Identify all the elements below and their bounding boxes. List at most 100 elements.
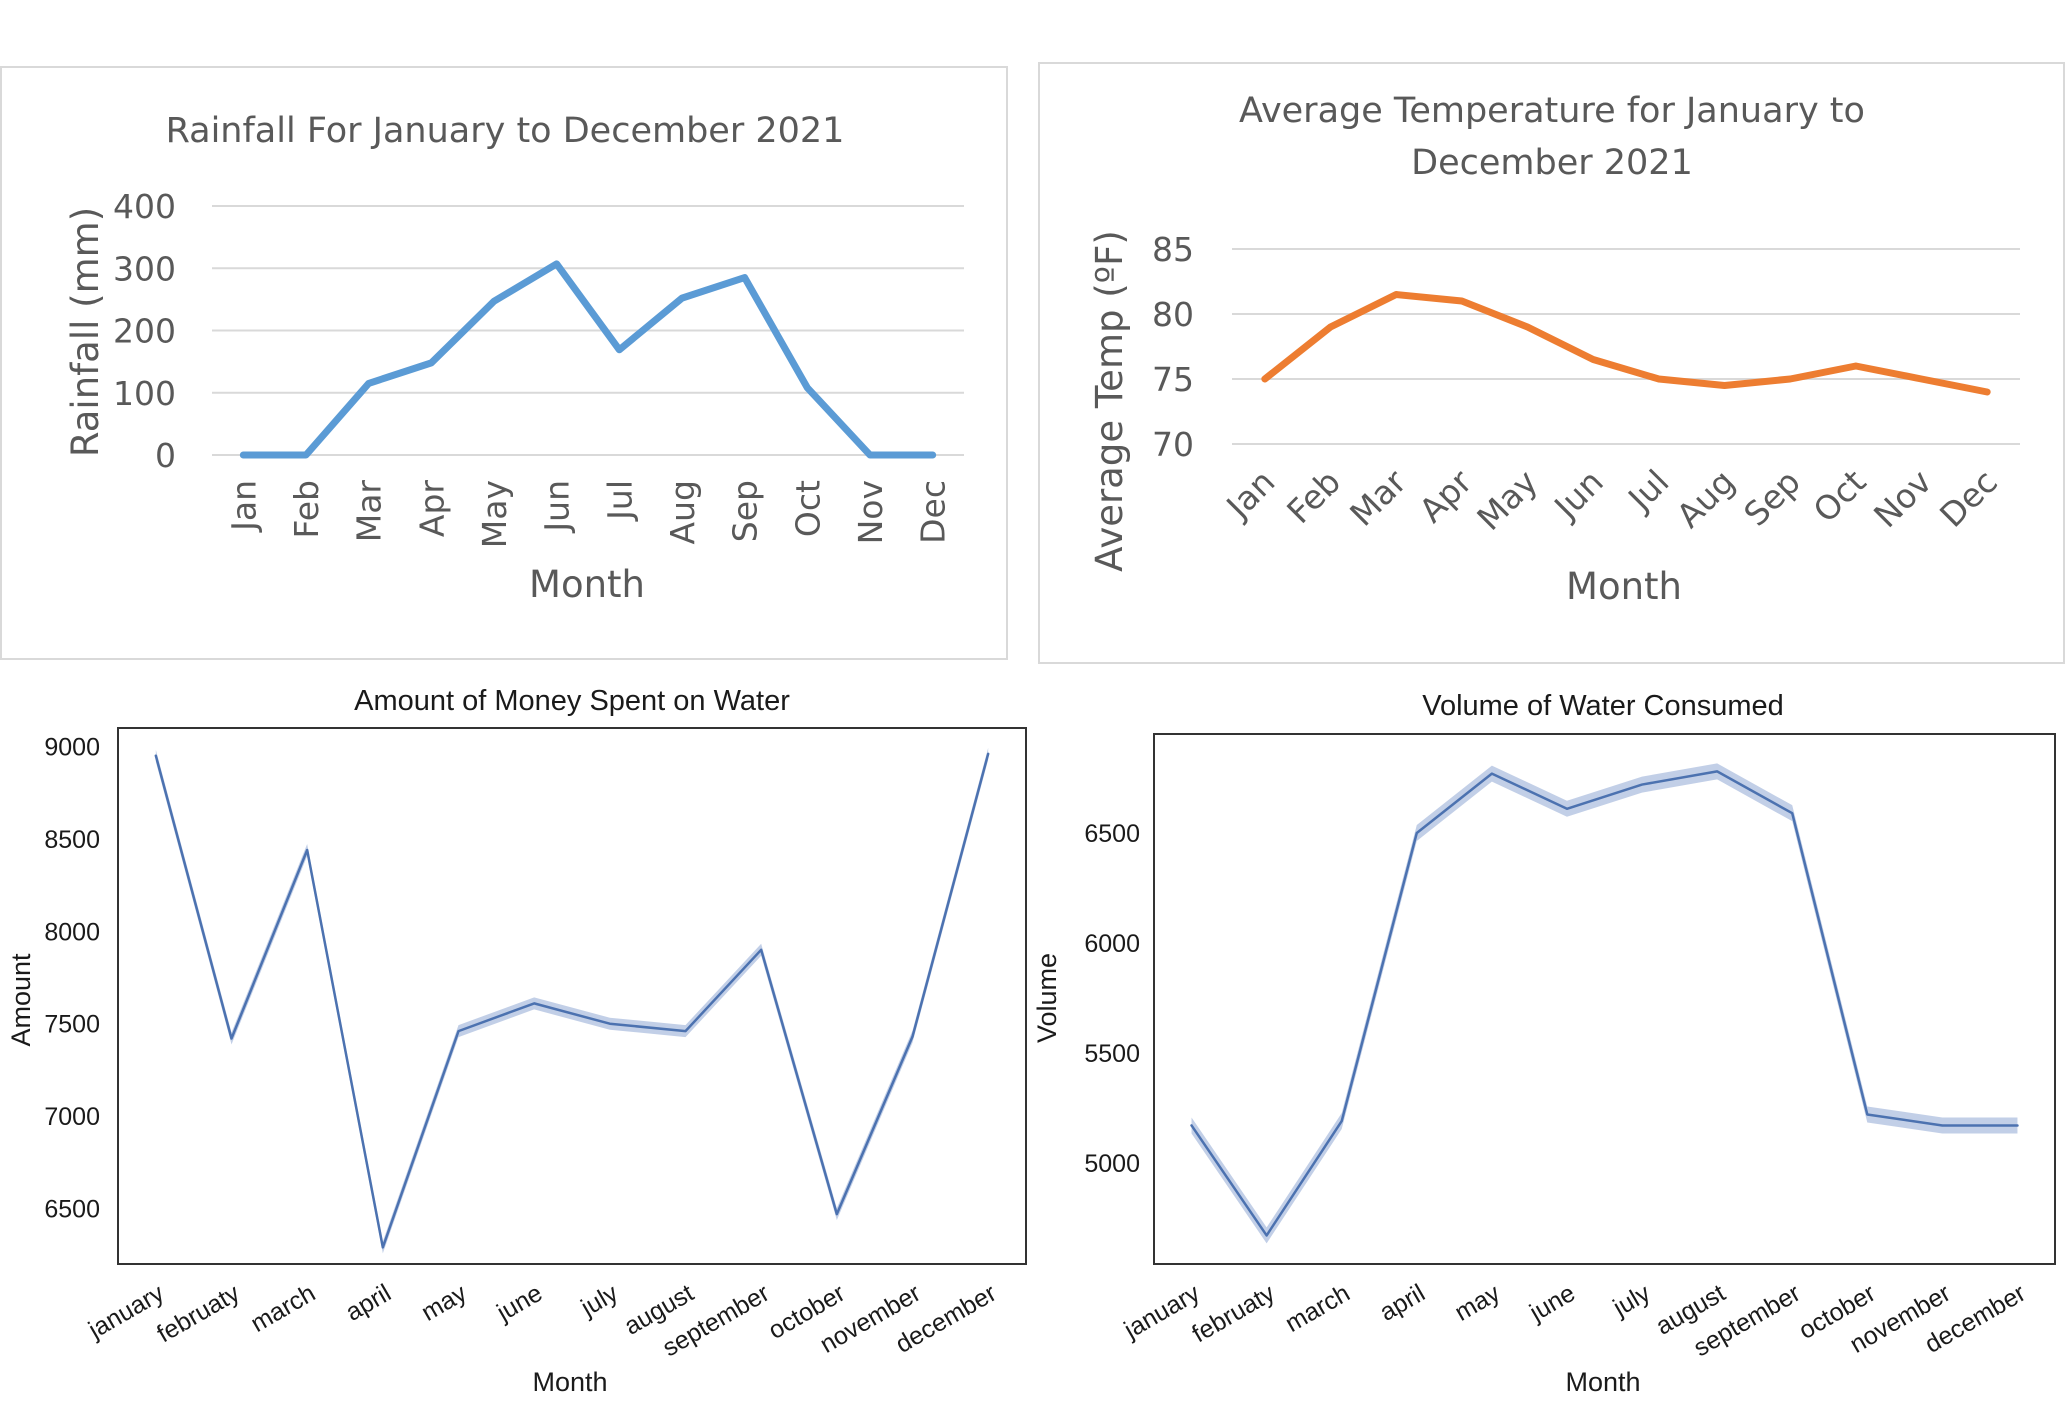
- temperature-chart: Average Temperature for January to Decemb…: [1088, 91, 2020, 608]
- data-point: [367, 381, 371, 385]
- y-tick-label: 6500: [44, 1196, 100, 1224]
- data-point: [805, 386, 809, 390]
- x-tick-label: january: [83, 1279, 169, 1345]
- data-point: [931, 453, 935, 457]
- y-tick-label: 80: [1152, 295, 1194, 334]
- series-line: [1261, 291, 1991, 396]
- data-point: [1920, 377, 1924, 381]
- y-tick-label: 6000: [1084, 930, 1140, 958]
- x-tick-label: Aug: [663, 480, 702, 544]
- x-axis-label: Month: [1566, 565, 1682, 608]
- x-tick-label: may: [417, 1279, 472, 1327]
- y-tick-label: 200: [113, 312, 176, 351]
- data-point: [1263, 377, 1267, 381]
- data-point: [1788, 377, 1792, 381]
- y-axis-label: Rainfall (mm): [64, 207, 107, 457]
- data-point: [1190, 1123, 1194, 1127]
- confidence-band: [1191, 763, 2018, 1244]
- water-volume-chart-panel: Volume of Water Consumed 5000 5500 6000 6500…: [1030, 680, 2065, 1406]
- data-point: [743, 276, 747, 280]
- data-point: [759, 948, 763, 952]
- data-point: [154, 754, 158, 758]
- chart-title: Amount of Money Spent on Water: [354, 685, 790, 717]
- data-point: [1657, 377, 1661, 381]
- data-point: [1415, 831, 1419, 835]
- y-tick-label: 7000: [44, 1103, 100, 1131]
- data-point: [1265, 1233, 1269, 1237]
- y-tick-label: 7500: [44, 1011, 100, 1039]
- y-axis-label: Volume: [1032, 953, 1062, 1043]
- data-point: [835, 1212, 839, 1216]
- data-point: [868, 453, 872, 457]
- y-axis-label: Amount: [6, 953, 36, 1047]
- y-tick-label: 70: [1152, 425, 1194, 464]
- data-point: [532, 1001, 536, 1005]
- rainfall-chart: Rainfall For January to December 2021 0 10…: [64, 111, 964, 606]
- y-tick-label: 400: [113, 187, 176, 226]
- chart-title: Rainfall For January to December 2021: [166, 111, 845, 151]
- x-tick-label: july: [575, 1279, 623, 1323]
- data-point: [457, 1029, 461, 1033]
- x-tick-label: May: [1469, 462, 1545, 538]
- y-tick-label: 300: [113, 249, 176, 288]
- data-point: [1340, 1119, 1344, 1123]
- money-spent-chart-panel: Amount of Money Spent on Water 6500 7000 75…: [0, 680, 1030, 1406]
- x-tick-label: Jan: [224, 480, 263, 533]
- data-point: [1640, 783, 1644, 787]
- data-point: [429, 361, 433, 365]
- data-point: [1985, 390, 1989, 394]
- x-tick-label: Sep: [1736, 462, 1808, 534]
- x-tick-label: Oct: [788, 480, 827, 537]
- data-point: [1460, 299, 1464, 303]
- chart-title: Volume of Water Consumed: [1422, 690, 1784, 722]
- money-spent-chart: Amount of Money Spent on Water 6500 7000 75…: [6, 685, 1027, 1397]
- y-tick-label: 0: [155, 436, 176, 475]
- data-point: [1723, 384, 1727, 388]
- y-tick-label: 100: [113, 374, 176, 413]
- rainfall-chart-panel: Rainfall For January to December 2021 0 10…: [0, 66, 1008, 660]
- data-point: [304, 453, 308, 457]
- x-tick-label: march: [246, 1279, 320, 1338]
- data-point: [1715, 769, 1719, 773]
- plot-frame: [1153, 733, 2056, 1265]
- x-tick-label: Nov: [851, 480, 890, 544]
- data-point: [1394, 293, 1398, 297]
- data-point: [986, 752, 990, 756]
- x-tick-label: june: [1524, 1279, 1580, 1327]
- y-tick-label: 85: [1152, 230, 1194, 269]
- confidence-band: [155, 747, 989, 1254]
- x-tick-label: Feb: [1279, 462, 1348, 531]
- x-tick-label: Sep: [726, 480, 765, 542]
- data-point: [911, 1035, 915, 1039]
- x-tick-label: Oct: [1806, 462, 1874, 530]
- x-tick-label: februaty: [1187, 1279, 1280, 1349]
- y-tick-label: 9000: [44, 733, 100, 761]
- x-tick-label: Feb: [287, 480, 326, 538]
- x-axis-label: Month: [529, 563, 645, 606]
- y-tick-label: 5000: [1084, 1150, 1140, 1178]
- x-tick-label: Dec: [914, 480, 953, 544]
- series-line: [154, 752, 990, 1249]
- series-line: [1190, 770, 2019, 1237]
- x-tick-label: Apr: [412, 480, 451, 538]
- y-tick-label: 8000: [44, 918, 100, 946]
- x-tick-label: april: [341, 1279, 396, 1327]
- data-point: [1865, 1112, 1869, 1116]
- data-point: [555, 262, 559, 266]
- data-point: [680, 296, 684, 300]
- x-tick-label: Mar: [350, 480, 389, 543]
- x-tick-label: april: [1375, 1279, 1430, 1327]
- x-tick-label: july: [1608, 1279, 1656, 1323]
- data-point: [1854, 364, 1858, 368]
- data-point: [305, 848, 309, 852]
- x-tick-label: Jun: [538, 480, 577, 534]
- data-point: [1490, 772, 1494, 776]
- x-tick-label: Jul: [1619, 462, 1676, 519]
- data-point: [1526, 325, 1530, 329]
- data-point: [381, 1245, 385, 1249]
- data-point: [1565, 807, 1569, 811]
- temperature-chart-panel: Average Temperature for January to Decemb…: [1038, 62, 2065, 664]
- data-point: [1591, 358, 1595, 362]
- x-tick-label: may: [1450, 1279, 1505, 1327]
- x-tick-label: Jan: [1218, 462, 1283, 527]
